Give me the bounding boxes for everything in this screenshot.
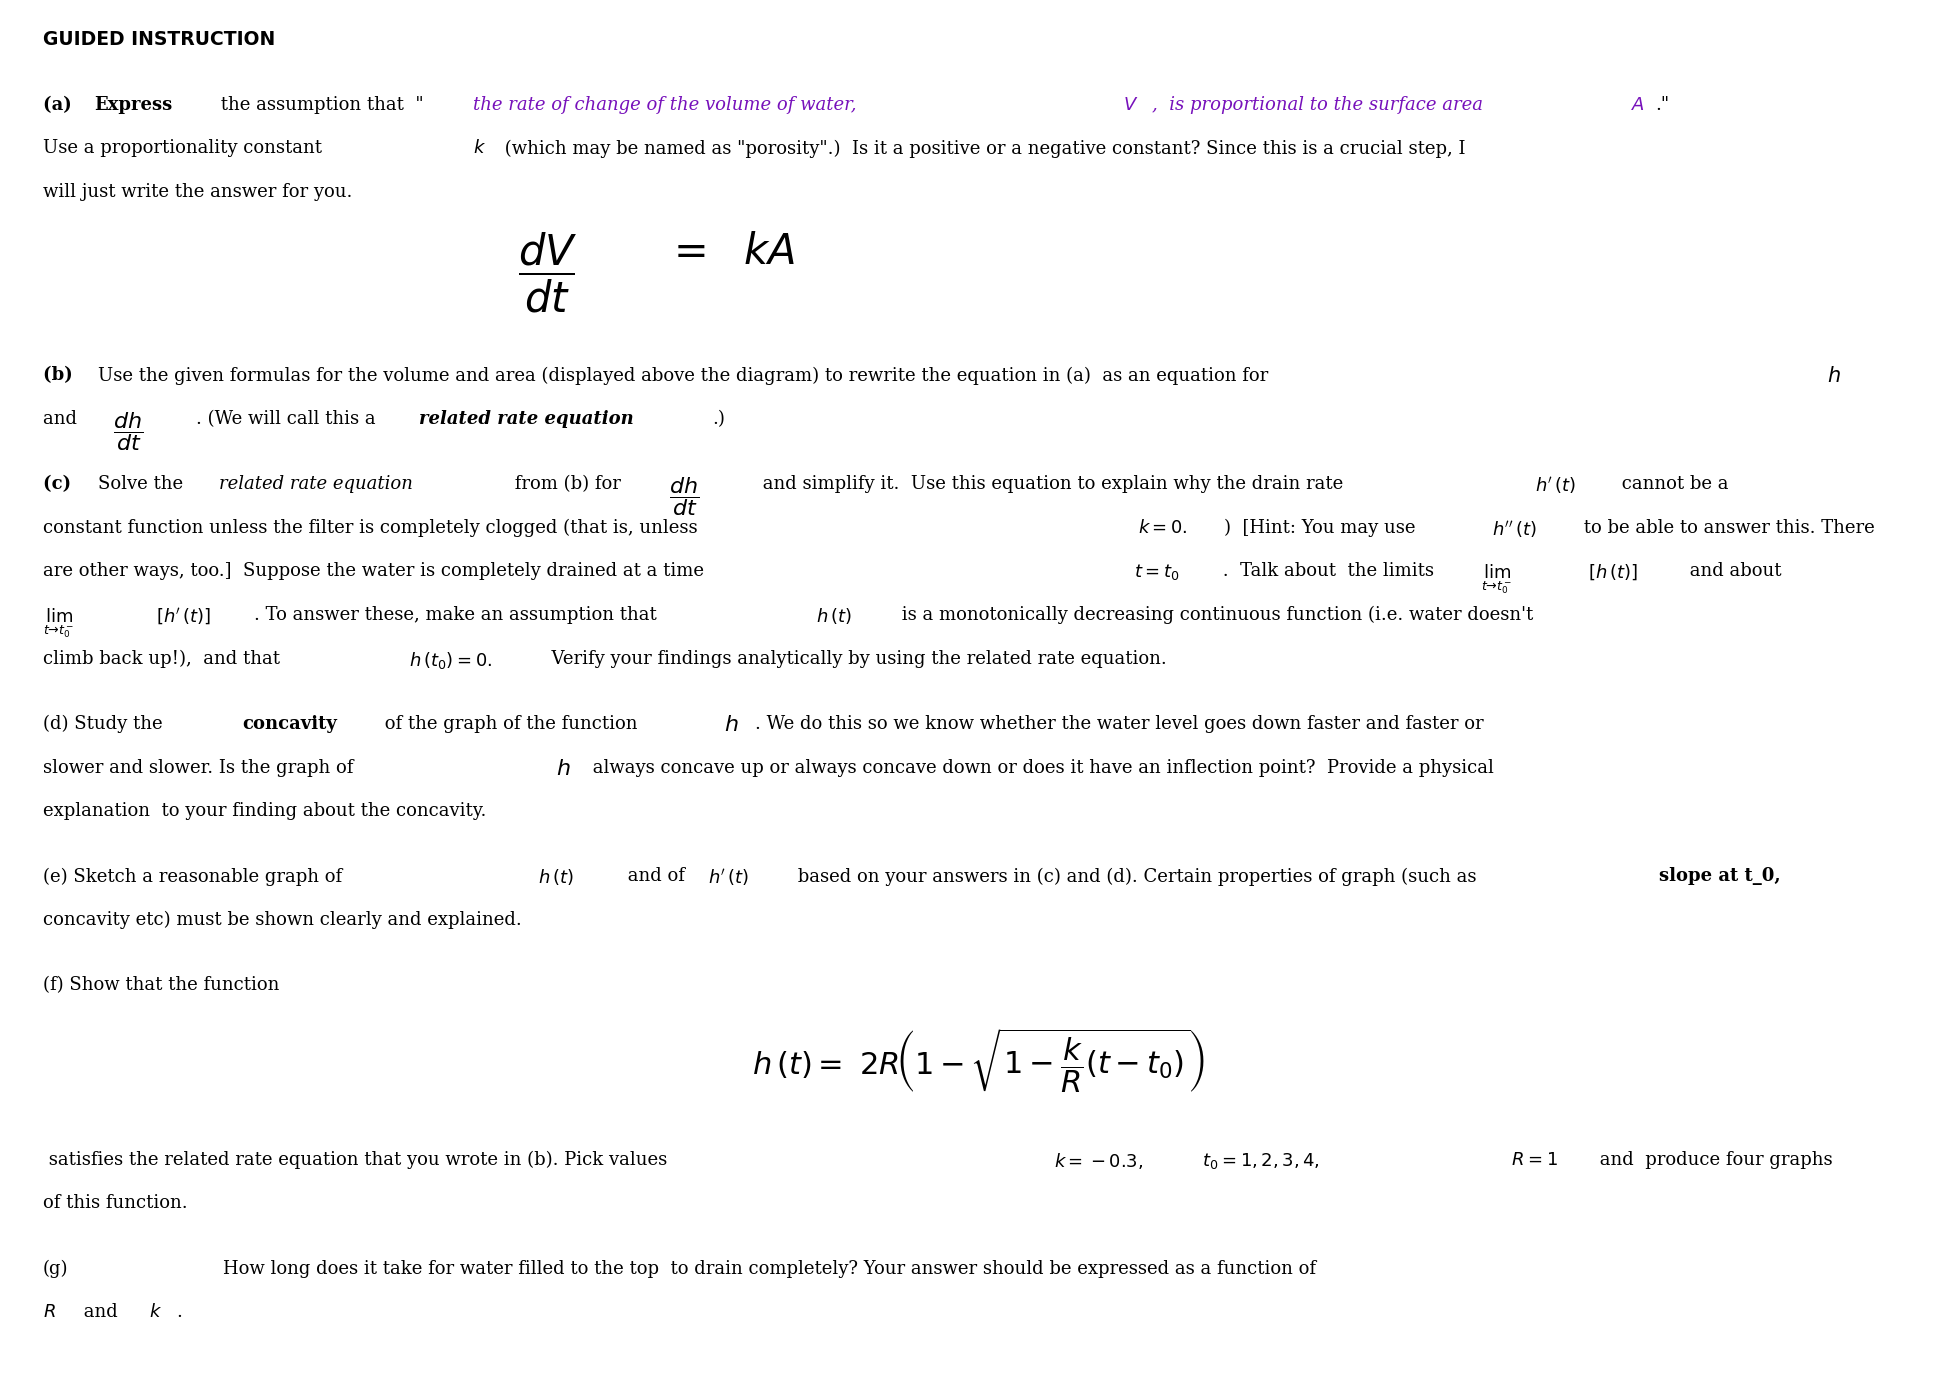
Text: $t = t_0$: $t = t_0$	[1134, 563, 1179, 582]
Text: Use the given formulas for the volume and area (displayed above the diagram) to : Use the given formulas for the volume an…	[98, 366, 1273, 384]
Text: )  [Hint: You may use: ) [Hint: You may use	[1224, 518, 1421, 536]
Text: $k$: $k$	[473, 140, 487, 157]
Text: of this function.: of this function.	[43, 1195, 188, 1213]
Text: .): .)	[712, 410, 725, 428]
Text: concavity: concavity	[242, 715, 338, 733]
Text: slower and slower. Is the graph of: slower and slower. Is the graph of	[43, 758, 360, 776]
Text: (d) Study the: (d) Study the	[43, 715, 168, 733]
Text: the assumption that  ": the assumption that "	[215, 96, 430, 114]
Text: $k$: $k$	[149, 1303, 162, 1321]
Text: $R$: $R$	[43, 1303, 57, 1321]
Text: and of: and of	[622, 868, 690, 886]
Text: are other ways, too.]  Suppose the water is completely drained at a time: are other ways, too.] Suppose the water …	[43, 563, 710, 581]
Text: .": ."	[1654, 96, 1668, 114]
Text: based on your answers in (c) and (d). Certain properties of graph (such as: based on your answers in (c) and (d). Ce…	[792, 868, 1482, 886]
Text: (f) Show that the function: (f) Show that the function	[43, 976, 280, 994]
Text: Verify your findings analytically by using the related rate equation.: Verify your findings analytically by usi…	[540, 650, 1165, 668]
Text: $\quad R = 1$: $\quad R = 1$	[1494, 1150, 1558, 1168]
Text: explanation  to your finding about the concavity.: explanation to your finding about the co…	[43, 802, 487, 821]
Text: (g): (g)	[43, 1260, 68, 1278]
Text: always concave up or always concave down or does it have an inflection point?  P: always concave up or always concave down…	[586, 758, 1494, 776]
Text: $\lim_{t \to t_0^{\,-}}$: $\lim_{t \to t_0^{\,-}}$	[1480, 563, 1511, 596]
Text: $h$: $h$	[555, 758, 569, 779]
Text: $= \ \ kA$: $= \ \ kA$	[665, 231, 794, 273]
Text: from (b) for: from (b) for	[508, 475, 626, 493]
Text: $\dfrac{dh}{dt}$: $\dfrac{dh}{dt}$	[669, 475, 698, 518]
Text: and about: and about	[1683, 563, 1781, 581]
Text: cannot be a: cannot be a	[1615, 475, 1728, 493]
Text: $h$: $h$	[723, 715, 737, 735]
Text: is a monotonically decreasing continuous function (i.e. water doesn't: is a monotonically decreasing continuous…	[895, 606, 1533, 624]
Text: ,  is proportional to the surface area: , is proportional to the surface area	[1151, 96, 1488, 114]
Text: . (We will call this a: . (We will call this a	[196, 410, 381, 428]
Text: (c): (c)	[43, 475, 78, 493]
Text: Solve the: Solve the	[98, 475, 188, 493]
Text: climb back up!),  and that: climb back up!), and that	[43, 650, 285, 668]
Text: $[h'\,(t)]$: $[h'\,(t)]$	[156, 606, 211, 626]
Text: and  produce four graphs: and produce four graphs	[1593, 1150, 1832, 1168]
Text: $V$: $V$	[1122, 96, 1138, 114]
Text: concavity etc) must be shown clearly and explained.: concavity etc) must be shown clearly and…	[43, 911, 522, 929]
Text: $\dfrac{dh}{dt}$: $\dfrac{dh}{dt}$	[113, 410, 143, 453]
Text: $\quad t_0 = 1, 2, 3, 4,$: $\quad t_0 = 1, 2, 3, 4,$	[1185, 1150, 1320, 1171]
Text: $\dfrac{dV}{dt}$: $\dfrac{dV}{dt}$	[518, 231, 577, 315]
Text: will just write the answer for you.: will just write the answer for you.	[43, 183, 352, 201]
Text: and: and	[43, 410, 88, 428]
Text: $k = -0.3,$: $k = -0.3,$	[1054, 1150, 1144, 1171]
Text: and simplify it.  Use this equation to explain why the drain rate: and simplify it. Use this equation to ex…	[757, 475, 1349, 493]
Text: GUIDED INSTRUCTION: GUIDED INSTRUCTION	[43, 30, 276, 50]
Text: $h\,(t)$: $h\,(t)$	[538, 868, 573, 887]
Text: .  Talk about  the limits: . Talk about the limits	[1216, 563, 1439, 581]
Text: . To answer these, make an assumption that: . To answer these, make an assumption th…	[254, 606, 663, 624]
Text: $k = 0.$: $k = 0.$	[1138, 518, 1187, 536]
Text: (b): (b)	[43, 366, 78, 384]
Text: $[h\,(t)]$: $[h\,(t)]$	[1587, 563, 1638, 582]
Text: constant function unless the filter is completely clogged (that is, unless: constant function unless the filter is c…	[43, 518, 704, 536]
Text: satisfies the related rate equation that you wrote in (b). Pick values: satisfies the related rate equation that…	[43, 1150, 678, 1168]
Text: related rate equation: related rate equation	[219, 475, 413, 493]
Text: How long does it take for water filled to the top  to drain completely? Your ans: How long does it take for water filled t…	[223, 1260, 1316, 1278]
Text: and: and	[78, 1303, 123, 1321]
Text: to be able to answer this. There: to be able to answer this. There	[1578, 518, 1875, 536]
Text: Express: Express	[94, 96, 172, 114]
Text: of the graph of the function: of the graph of the function	[379, 715, 643, 733]
Text: (e) Sketch a reasonable graph of: (e) Sketch a reasonable graph of	[43, 868, 348, 886]
Text: . We do this so we know whether the water level goes down faster and faster or: . We do this so we know whether the wate…	[755, 715, 1484, 733]
Text: $h$: $h$	[1826, 366, 1840, 387]
Text: $h\,(t)$: $h\,(t)$	[815, 606, 850, 626]
Text: $h\,(t) = \ 2R\!\left(1 - \sqrt{1 - \dfrac{k}{R}(t - t_0)}\right)$: $h\,(t) = \ 2R\!\left(1 - \sqrt{1 - \dfr…	[751, 1027, 1204, 1095]
Text: $h'\,(t)$: $h'\,(t)$	[708, 868, 749, 888]
Text: the rate of change of the volume of water,: the rate of change of the volume of wate…	[473, 96, 862, 114]
Text: (a): (a)	[43, 96, 78, 114]
Text: $h\,(t_0) = 0.$: $h\,(t_0) = 0.$	[409, 650, 493, 671]
Text: (which may be named as "porosity".)  Is it a positive or a negative constant? Si: (which may be named as "porosity".) Is i…	[499, 140, 1464, 158]
Text: $h'\,(t)$: $h'\,(t)$	[1535, 475, 1576, 496]
Text: $A$: $A$	[1630, 96, 1644, 114]
Text: related rate equation: related rate equation	[418, 410, 633, 428]
Text: Use a proportionality constant: Use a proportionality constant	[43, 140, 334, 157]
Text: slope at t_0,: slope at t_0,	[1658, 868, 1779, 886]
Text: $h''\,(t)$: $h''\,(t)$	[1492, 518, 1537, 539]
Text: .: .	[176, 1303, 182, 1321]
Text: $\lim_{t \to t_0^{\,-}}$: $\lim_{t \to t_0^{\,-}}$	[43, 606, 74, 640]
